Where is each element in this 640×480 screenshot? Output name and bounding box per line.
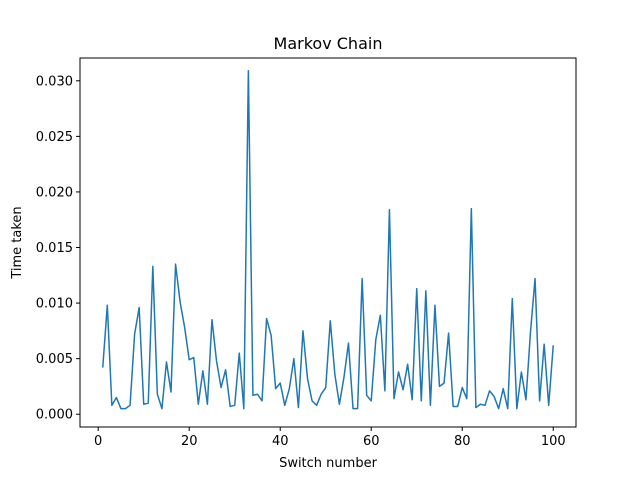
x-tick-label: 0 — [94, 434, 102, 449]
y-tick-label: 0.030 — [36, 74, 73, 89]
x-axis-label: Switch number — [279, 456, 378, 471]
y-tick-label: 0.025 — [36, 130, 73, 145]
x-tick-label: 40 — [272, 434, 289, 449]
x-axis-ticks: 0 20 40 60 80 100 — [94, 427, 566, 449]
x-tick-label: 100 — [541, 434, 566, 449]
x-tick-label: 80 — [454, 434, 471, 449]
y-tick-label: 0.000 — [36, 408, 73, 423]
x-tick-label: 20 — [181, 434, 198, 449]
chart-title: Markov Chain — [274, 34, 383, 53]
y-tick-label: 0.005 — [36, 352, 73, 367]
series-line — [102, 70, 554, 410]
y-tick-label: 0.020 — [36, 185, 73, 200]
y-tick-label: 0.010 — [36, 297, 73, 312]
x-tick-label: 60 — [363, 434, 380, 449]
y-tick-label: 0.015 — [36, 241, 73, 256]
plot-area-frame — [79, 57, 577, 428]
y-axis-label: Time taken — [10, 206, 25, 279]
y-axis-ticks: 0.000 0.005 0.010 0.015 0.020 0.025 0.030 — [36, 74, 80, 423]
